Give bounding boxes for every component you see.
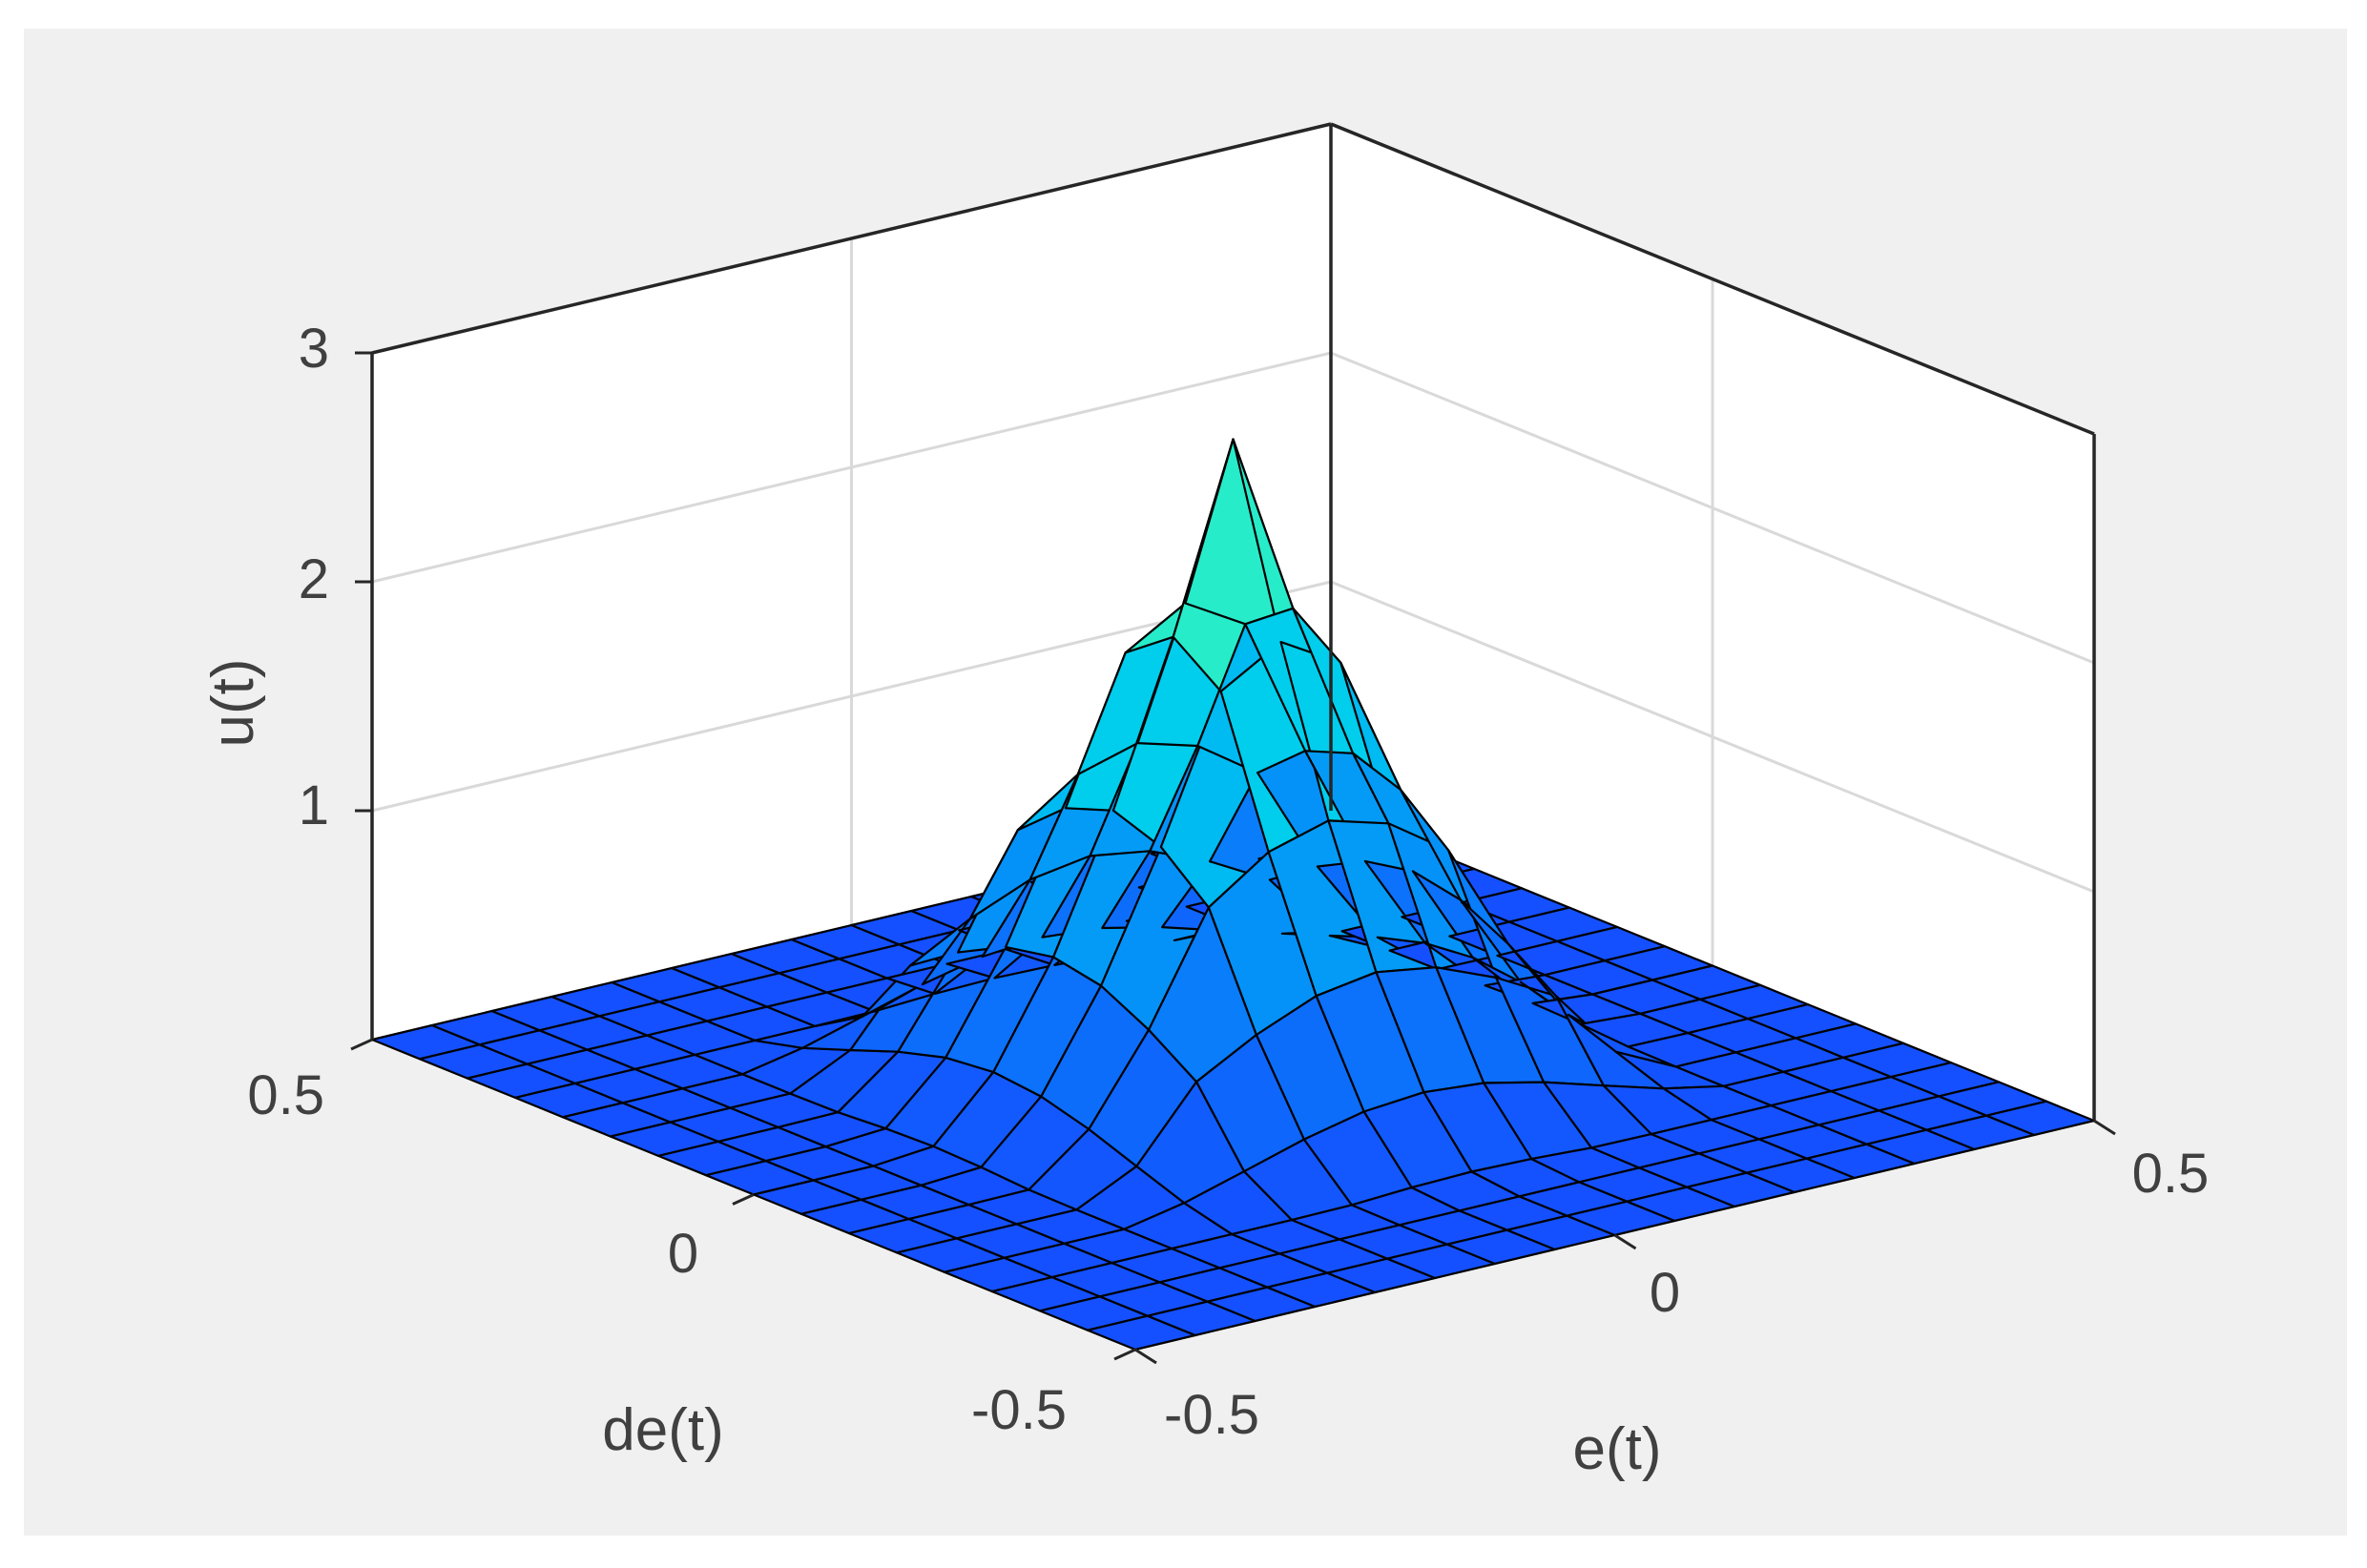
x-axis-label: e(t) bbox=[1573, 1416, 1662, 1482]
top-left-edge bbox=[371, 122, 1332, 355]
x-tick-0.5 bbox=[2093, 1119, 2116, 1136]
axis-lines bbox=[370, 122, 2096, 1121]
y-tick--0.5 bbox=[1113, 1348, 1136, 1361]
y-tick-0.5 bbox=[350, 1038, 373, 1051]
z-tick-label-3: 3 bbox=[299, 318, 329, 380]
x-tick-0 bbox=[1613, 1233, 1637, 1250]
tick-marks bbox=[350, 351, 2116, 1365]
y-tick-label-0.5: 0.5 bbox=[247, 1064, 324, 1126]
z-axis-label: u(t) bbox=[200, 659, 266, 748]
surface-mesh bbox=[370, 438, 2096, 1351]
x-tick-label-0.5: 0.5 bbox=[2132, 1143, 2210, 1205]
y-tick-label-0: 0 bbox=[668, 1223, 698, 1285]
z-tick-label-1: 1 bbox=[299, 774, 329, 836]
x-tick-label-0: 0 bbox=[1650, 1262, 1680, 1324]
x-tick--0.5 bbox=[1134, 1348, 1157, 1365]
top-right-edge bbox=[1330, 122, 2095, 436]
z-tick-label-2: 2 bbox=[299, 548, 329, 610]
surface-patch-15-0 bbox=[1985, 1100, 2096, 1137]
y-axis-label: de(t) bbox=[602, 1397, 723, 1463]
x-tick-label-neg0.5: -0.5 bbox=[1164, 1384, 1259, 1446]
y-tick-0 bbox=[732, 1193, 755, 1206]
y-tick-label-neg0.5: -0.5 bbox=[971, 1379, 1067, 1441]
